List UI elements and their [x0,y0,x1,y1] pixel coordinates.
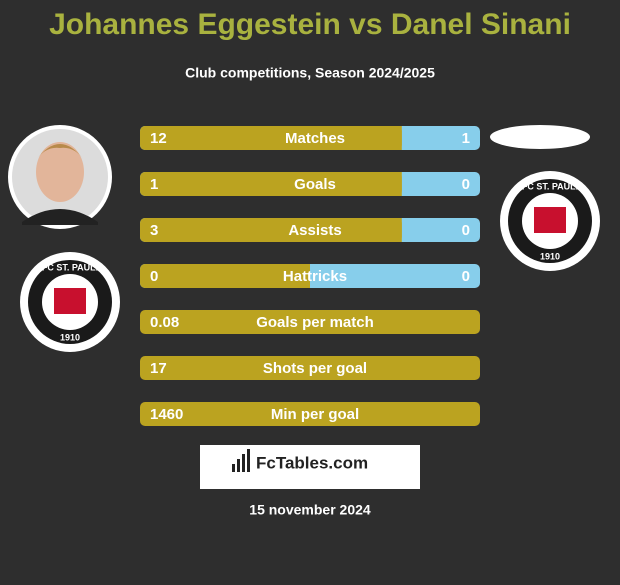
bar-left-fill [145,126,402,150]
bar-left-fill [145,172,402,196]
brand: FcTables.com [256,453,368,472]
date: 15 november 2024 [249,502,371,518]
left-value: 12 [150,130,167,147]
stat-label: Shots per goal [263,360,367,377]
subtitle: Club competitions, Season 2024/2025 [185,65,435,81]
left-value: 1460 [150,406,183,423]
bar-track [140,356,480,380]
player-photo [8,125,112,229]
title: Johannes Eggestein vs Danel Sinani [49,8,571,41]
placeholder-photo [490,125,590,149]
stat-row: 17 Shots per goal [140,356,480,380]
club-logo: FC ST. PAULI 1910 [500,171,600,271]
logo-year: 1910 [540,251,560,261]
bar-track [140,402,480,426]
stat-label: Goals per match [256,314,374,331]
right-value: 0 [462,222,470,239]
bar-left-fill [145,264,310,288]
stat-row: 0.08 Goals per match [140,310,480,334]
stat-label: Hattricks [283,268,347,285]
right-value: 1 [462,130,470,147]
left-value: 17 [150,360,167,377]
left-value: 1 [150,176,158,193]
stat-label: Assists [288,222,341,239]
left-value: 3 [150,222,158,239]
stat-label: Matches [285,130,345,147]
right-value: 0 [462,176,470,193]
brand-box: FcTables.com [200,445,420,489]
logo-name: FC ST. PAULI [42,262,98,272]
logo-name: FC ST. PAULI [522,181,578,191]
stat-label: Goals [294,176,336,193]
stat-row: 1460 Min per goal [140,402,480,426]
stat-label: Min per goal [271,406,359,423]
left-value: 0 [150,268,158,285]
left-value: 0.08 [150,314,179,331]
logo-castle [54,288,86,314]
logo-castle [534,207,566,233]
stat-row: 1 12 Matches [140,126,480,150]
stat-row: 0 0 Hattricks [140,264,480,288]
right-value: 0 [462,268,470,285]
stat-row: 0 3 Assists [140,218,480,242]
bar-left-fill [145,218,402,242]
logo-year: 1910 [60,332,80,342]
bar-track [140,310,480,334]
club-logo: FC ST. PAULI 1910 [20,252,120,352]
stat-row: 0 1 Goals [140,172,480,196]
